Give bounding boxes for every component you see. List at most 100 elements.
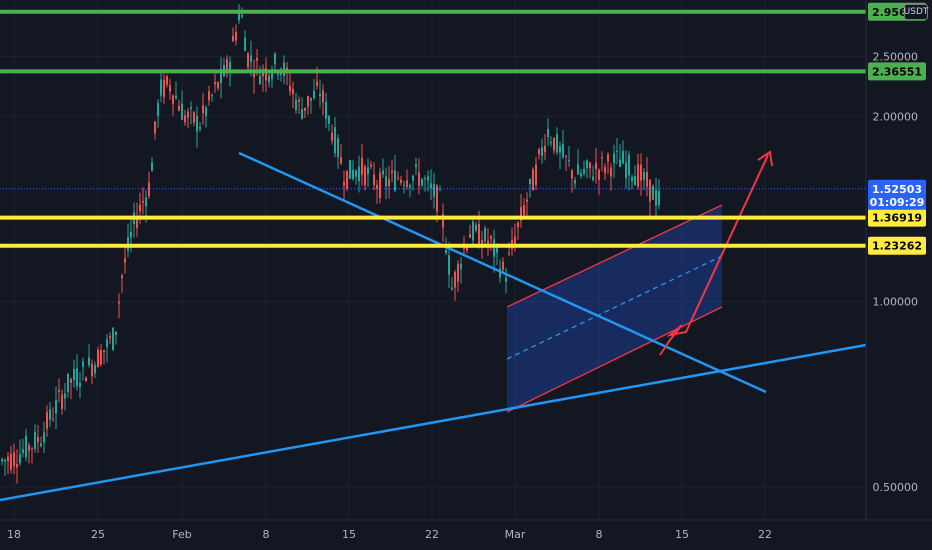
- candle-body: [595, 162, 597, 170]
- candle-body: [202, 105, 204, 114]
- candle-body: [373, 174, 375, 185]
- level-label-box: [868, 62, 926, 81]
- candle-body: [22, 449, 24, 453]
- candle-body: [508, 253, 510, 255]
- candle-body: [439, 189, 441, 191]
- price-axis[interactable]: 4.000003.500002.500002.000001.000000.500…: [873, 0, 919, 494]
- candle-body: [430, 183, 432, 189]
- candle-body: [241, 14, 243, 17]
- candle-body: [196, 115, 198, 132]
- candle-body: [34, 431, 36, 449]
- candle-body: [85, 377, 87, 382]
- candle-body: [646, 172, 648, 187]
- candle-body: [115, 331, 117, 335]
- candle-body: [244, 37, 246, 52]
- candle-body: [148, 182, 150, 197]
- currency-badge[interactable]: USDT: [904, 4, 928, 20]
- candle-body: [307, 96, 309, 107]
- candle-body: [394, 170, 396, 191]
- x-tick-label: 25: [91, 528, 105, 541]
- candle-body: [349, 160, 351, 179]
- candle-body: [460, 263, 462, 269]
- y-tick-label: 2.50000: [873, 51, 919, 64]
- candle-body: [142, 201, 144, 203]
- candle-body: [40, 443, 42, 447]
- candle-body: [64, 393, 66, 399]
- candle-body: [217, 82, 219, 89]
- candle-body: [451, 287, 453, 290]
- candle-body: [100, 350, 102, 365]
- candle-body: [139, 204, 141, 212]
- candle-body: [145, 197, 147, 207]
- time-axis[interactable]: 18 25 Feb 8 15 22 Mar 8 15 22: [7, 528, 772, 541]
- candle-body: [43, 432, 45, 443]
- candle-body: [442, 213, 444, 228]
- candle-body: [601, 157, 603, 159]
- resistance-trendline: [238, 151, 767, 394]
- candle-body: [250, 55, 252, 62]
- candle-body: [427, 176, 429, 181]
- candle-body: [577, 164, 579, 175]
- candle-body: [289, 85, 291, 92]
- channel-mid-line: [506, 255, 723, 360]
- candle-body: [193, 112, 195, 123]
- candle-body: [499, 268, 501, 278]
- candle-body: [526, 199, 528, 202]
- candle-body: [637, 164, 639, 187]
- candle-body: [106, 339, 108, 348]
- candle-body: [586, 160, 588, 169]
- candle-body: [559, 146, 561, 153]
- candle-body: [358, 166, 360, 182]
- level-label: 2.36551: [872, 65, 922, 78]
- candle-body: [652, 186, 654, 200]
- candle-body: [49, 409, 51, 420]
- candle-body: [529, 178, 531, 185]
- candle-body: [562, 144, 564, 158]
- channel-fill: [507, 205, 722, 412]
- candle-body: [541, 147, 543, 156]
- candle-body: [181, 103, 183, 120]
- x-tick-label: Mar: [505, 528, 526, 541]
- candle-body: [649, 179, 651, 202]
- candle-body: [205, 107, 207, 116]
- candle-body: [634, 176, 636, 186]
- candle-body: [151, 162, 153, 172]
- candle-body: [565, 155, 567, 157]
- candle-body: [547, 128, 549, 138]
- y-tick-label: 0.50000: [873, 481, 919, 494]
- candle-body: [448, 255, 450, 275]
- candle-body: [91, 363, 93, 376]
- level-label: 1.23262: [872, 240, 922, 253]
- drawings: [0, 150, 867, 502]
- candle-body: [25, 435, 27, 458]
- x-tick-label: 15: [675, 528, 689, 541]
- candle-body: [583, 168, 585, 174]
- candle-body: [658, 190, 660, 205]
- x-tick-label: 15: [342, 528, 356, 541]
- candle-body: [490, 236, 492, 240]
- candle-body: [388, 178, 390, 187]
- candle-body: [475, 224, 477, 231]
- candle-body: [406, 180, 408, 187]
- candle-body: [28, 444, 30, 451]
- level-label-box: [868, 236, 926, 255]
- candle-body: [574, 180, 576, 184]
- y-tick-label: 2.00000: [873, 110, 919, 123]
- candle-body: [52, 418, 54, 420]
- candle-body: [487, 240, 489, 244]
- x-tick-label: 8: [263, 528, 270, 541]
- x-tick-label: Feb: [172, 528, 191, 541]
- candle-body: [370, 164, 372, 167]
- candle-body: [616, 150, 618, 152]
- candle-body: [172, 95, 174, 104]
- candle-body: [493, 239, 495, 257]
- candle-body: [328, 116, 330, 124]
- candle-body: [199, 127, 201, 130]
- candle-body: [397, 177, 399, 179]
- candle-body: [622, 150, 624, 164]
- candle-body: [484, 228, 486, 242]
- candles: [1, 3, 660, 484]
- candle-body: [580, 172, 582, 177]
- candle-body: [610, 167, 612, 177]
